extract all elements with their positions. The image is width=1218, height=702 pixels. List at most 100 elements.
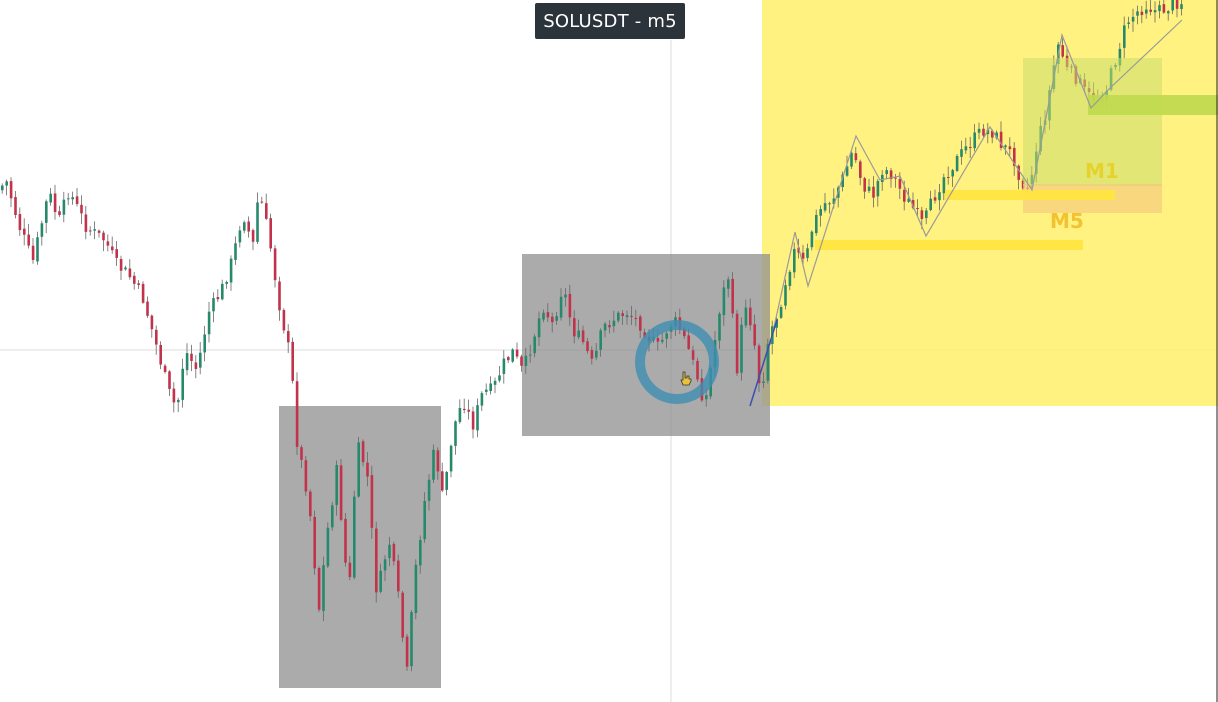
candle-body bbox=[221, 283, 224, 300]
candle-body bbox=[933, 197, 937, 201]
candle-body bbox=[471, 411, 475, 430]
candle-body bbox=[854, 153, 858, 161]
candle-body bbox=[89, 230, 92, 232]
candle-body bbox=[999, 131, 1003, 148]
symbol-title-text: SOLUSDT - m5 bbox=[543, 10, 677, 32]
candle-body bbox=[832, 198, 836, 204]
candle-body bbox=[1171, 0, 1174, 11]
candle-body bbox=[344, 518, 347, 563]
candle-body bbox=[1162, 4, 1166, 13]
candle-body bbox=[577, 330, 580, 338]
candle-body bbox=[58, 211, 61, 215]
candle-body bbox=[907, 198, 910, 202]
symbol-title-badge: SOLUSDT - m5 bbox=[535, 3, 685, 39]
m1-level-bar bbox=[1088, 95, 1218, 115]
candle-body bbox=[322, 565, 325, 611]
candle-body bbox=[643, 332, 646, 338]
candles-layer bbox=[1, 0, 1183, 672]
candle-body bbox=[511, 349, 514, 362]
candle-body bbox=[256, 202, 259, 242]
candle-body bbox=[366, 462, 369, 477]
candle-body bbox=[379, 570, 382, 592]
candle-body bbox=[106, 241, 110, 246]
candle-body bbox=[599, 330, 602, 350]
candle-body bbox=[955, 155, 959, 171]
candle-body bbox=[225, 281, 228, 284]
candle-body bbox=[969, 147, 972, 149]
candle-body bbox=[845, 166, 849, 176]
candle-body bbox=[141, 283, 145, 303]
candle-body bbox=[185, 353, 189, 371]
candle-body bbox=[45, 201, 48, 223]
candle-body bbox=[36, 237, 39, 262]
candle-body bbox=[243, 222, 246, 231]
candle-body bbox=[401, 592, 404, 638]
candle-body bbox=[212, 298, 215, 312]
candle-body bbox=[493, 380, 497, 385]
candle-body bbox=[489, 383, 492, 392]
candle-body bbox=[405, 636, 409, 667]
candle-body bbox=[5, 181, 8, 186]
candle-body bbox=[542, 312, 545, 320]
candle-body bbox=[445, 471, 448, 490]
m5-level-bar-lower bbox=[815, 240, 1083, 250]
candle-body bbox=[938, 192, 941, 201]
candle-body bbox=[436, 450, 440, 472]
candle-body bbox=[155, 329, 158, 345]
candle-body bbox=[454, 421, 457, 446]
candle-body bbox=[177, 399, 180, 403]
candle-body bbox=[586, 341, 589, 352]
candle-body bbox=[819, 209, 822, 216]
candle-body bbox=[876, 181, 880, 197]
candle-body bbox=[1123, 25, 1126, 48]
zigzag-line bbox=[769, 19, 1183, 346]
candle-body bbox=[828, 203, 831, 205]
candle-body bbox=[269, 218, 272, 249]
candle-body bbox=[476, 405, 479, 431]
candle-body bbox=[383, 559, 387, 571]
candle-body bbox=[942, 177, 946, 194]
candle-body bbox=[9, 181, 13, 199]
candle-body bbox=[1127, 22, 1130, 24]
candle-body bbox=[133, 275, 136, 284]
candle-body bbox=[111, 246, 114, 251]
candle-body bbox=[273, 248, 277, 281]
candle-body bbox=[467, 409, 470, 412]
candle-body bbox=[375, 528, 378, 593]
candle-body bbox=[410, 612, 413, 667]
candle-body bbox=[656, 337, 660, 342]
candle-body bbox=[181, 368, 184, 400]
candle-body bbox=[265, 203, 268, 219]
candle-body bbox=[498, 375, 501, 381]
candle-body bbox=[71, 197, 74, 200]
candle-body bbox=[146, 301, 149, 316]
candle-body bbox=[815, 215, 818, 234]
candle-body bbox=[357, 442, 360, 497]
candle-body bbox=[766, 344, 770, 381]
candle-body bbox=[251, 230, 255, 242]
candle-body bbox=[982, 128, 985, 136]
candle-body bbox=[753, 324, 756, 346]
candle-body bbox=[546, 312, 550, 318]
candle-body bbox=[696, 360, 699, 380]
candle-body bbox=[449, 445, 453, 472]
candle-body bbox=[234, 243, 237, 260]
candle-body bbox=[995, 132, 998, 138]
candle-body bbox=[75, 196, 79, 205]
candle-body bbox=[27, 234, 30, 246]
candle-body bbox=[339, 465, 343, 520]
candle-body bbox=[683, 328, 686, 337]
candle-body bbox=[84, 214, 88, 232]
candle-body bbox=[216, 297, 220, 300]
candle-body bbox=[1, 185, 4, 191]
candle-body bbox=[973, 132, 976, 149]
candle-body bbox=[427, 479, 431, 501]
candle-body bbox=[370, 475, 374, 528]
candle-body bbox=[559, 296, 563, 318]
candle-body bbox=[93, 229, 96, 231]
candle-body bbox=[731, 278, 734, 314]
candle-body bbox=[793, 248, 796, 273]
candle-body bbox=[115, 249, 118, 258]
